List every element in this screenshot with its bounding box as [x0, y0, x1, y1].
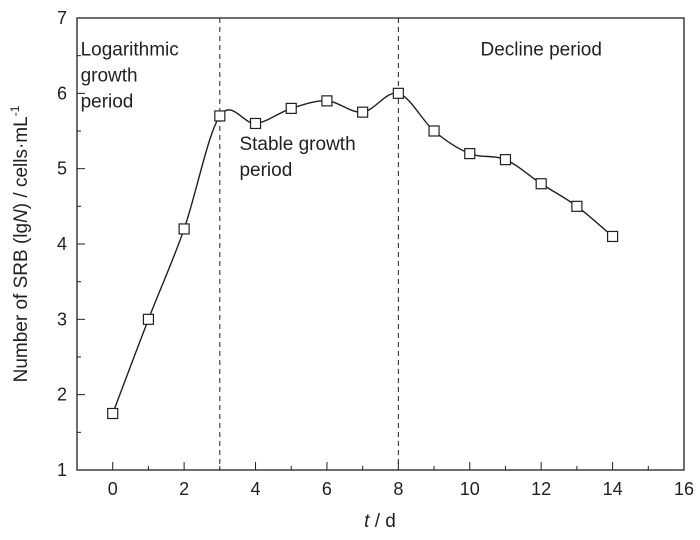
data-point [357, 106, 369, 118]
x-tick-label: 4 [251, 479, 261, 499]
data-point [571, 200, 583, 212]
y-tick-label: 7 [57, 8, 67, 28]
y-tick-label: 6 [57, 83, 67, 103]
period-annotation: Decline period [480, 40, 601, 61]
x-tick-label: 10 [460, 479, 480, 499]
data-point [107, 407, 119, 420]
period-annotation: Stable growth period [239, 134, 355, 181]
series-line [112, 92, 614, 414]
y-tick-label: 1 [57, 460, 67, 480]
data-point [428, 125, 440, 137]
x-tick-label: 0 [108, 479, 118, 499]
data-point [249, 117, 262, 130]
x-axis-label: t / d [364, 511, 396, 532]
data-point [214, 110, 226, 122]
y-tick-label: 4 [57, 234, 67, 254]
x-tick-label: 16 [674, 479, 694, 499]
x-tick-label: 14 [603, 479, 623, 499]
data-point [392, 87, 404, 99]
data-point [178, 223, 190, 235]
x-tick-label: 8 [393, 479, 403, 499]
y-tick-label: 3 [57, 309, 67, 329]
data-point [535, 178, 547, 190]
y-tick-label: 2 [57, 385, 67, 405]
data-point [499, 154, 512, 166]
x-tick-label: 6 [322, 479, 332, 499]
period-annotation: Logarithmic growth period [81, 40, 179, 113]
data-point [142, 313, 155, 325]
data-point [285, 102, 297, 115]
x-tick-label: 2 [179, 479, 189, 499]
data-point [464, 148, 476, 160]
y-axis-label: Number of SRB (lgN) / cells·mL-1 [8, 105, 32, 382]
data-point [321, 95, 333, 107]
data-point [606, 230, 619, 243]
plot-frame [76, 17, 685, 471]
y-tick-label: 5 [57, 159, 67, 179]
x-tick-label: 12 [531, 479, 551, 499]
